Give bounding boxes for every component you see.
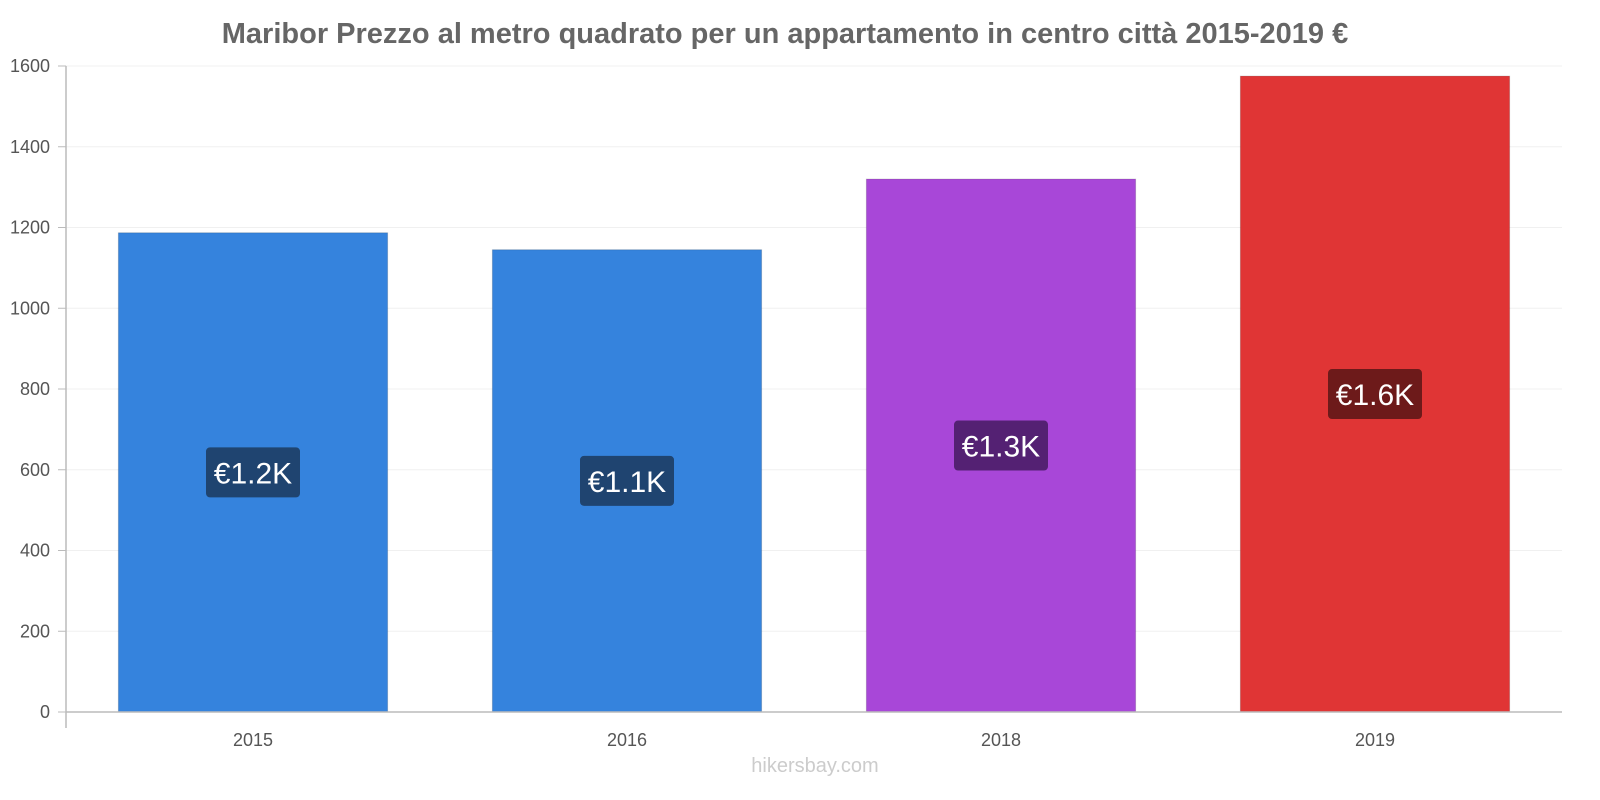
y-tick-label: 1400 — [10, 137, 50, 157]
y-tick-label: 1000 — [10, 298, 50, 318]
data-label-box — [1328, 369, 1422, 420]
data-label: €1.6K — [1336, 379, 1414, 412]
chart-title: Maribor Prezzo al metro quadrato per un … — [222, 18, 1348, 50]
data-label-box — [206, 447, 300, 498]
y-tick-label: 200 — [20, 621, 50, 641]
watermark: hikersbay.com — [751, 755, 878, 777]
data-label: €1.3K — [962, 431, 1040, 464]
x-tick-label: 2019 — [1355, 730, 1395, 750]
data-label-box — [954, 420, 1048, 471]
data-labels: €1.2K €1.1K €1.3K €1.6K — [206, 369, 1422, 506]
data-label: €1.2K — [214, 457, 292, 490]
y-tick-label: 1600 — [10, 56, 50, 76]
x-tick-label: 2018 — [981, 730, 1021, 750]
y-tick-label: 0 — [40, 702, 50, 722]
y-tick-label: 1200 — [10, 218, 50, 238]
data-label-box — [580, 455, 674, 506]
y-tick-label: 800 — [20, 379, 50, 399]
axes: 0 200 400 600 800 1000 1200 1400 1600 2015 2016 201… — [10, 56, 1562, 750]
y-tick-label: 400 — [20, 541, 50, 561]
x-tick-label: 2015 — [233, 730, 273, 750]
bars — [117, 75, 1511, 713]
data-label: €1.1K — [588, 466, 666, 499]
y-tick-label: 600 — [20, 460, 50, 480]
x-tick-label: 2016 — [607, 730, 647, 750]
